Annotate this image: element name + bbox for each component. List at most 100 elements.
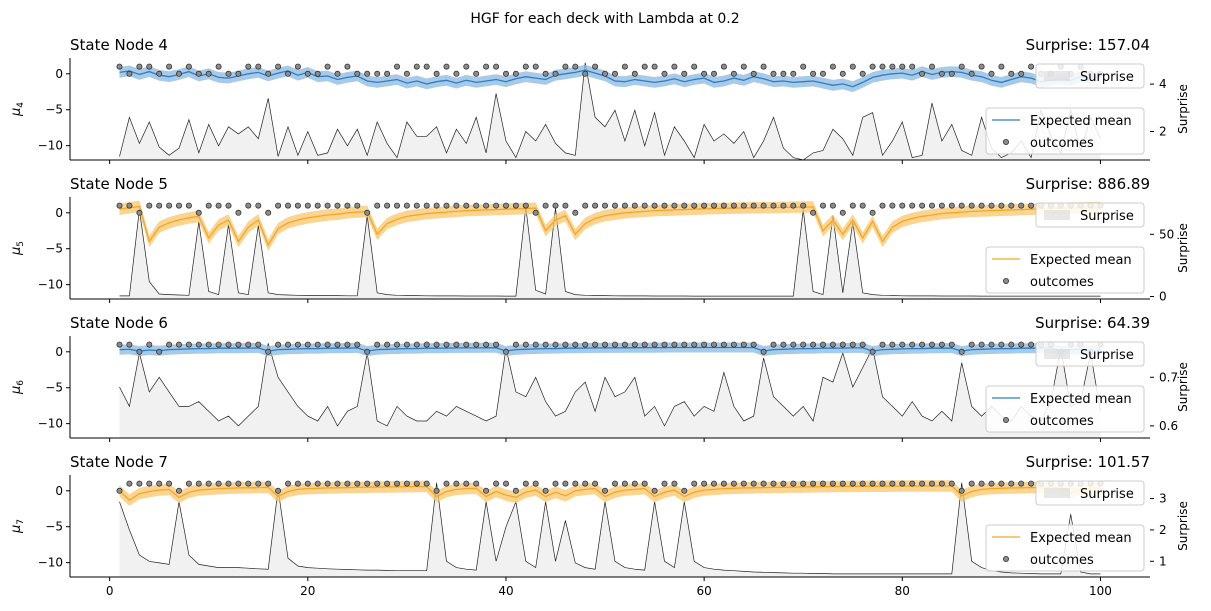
outcome-point	[671, 63, 678, 70]
outcome-point	[532, 63, 539, 70]
x-tick-label: 20	[300, 584, 315, 598]
outcome-point	[334, 341, 341, 348]
surprise-area	[119, 207, 1101, 299]
outcome-point	[879, 480, 886, 487]
outcome-point	[324, 341, 331, 348]
outcome-point	[780, 480, 787, 487]
outcome-point	[384, 70, 391, 77]
outcome-point	[453, 341, 460, 348]
y2-tick-label: 0.7	[1159, 370, 1178, 384]
outcome-point	[602, 487, 609, 494]
x-tick-label: 100	[1089, 584, 1112, 598]
outcome-point	[225, 341, 232, 348]
outcome-point	[364, 348, 371, 355]
expected-mean-line	[119, 346, 1101, 352]
outcome-point	[116, 202, 123, 209]
outcome-point	[839, 70, 846, 77]
outcome-point	[612, 70, 619, 77]
outcome-point	[473, 341, 480, 348]
outcome-point	[909, 341, 916, 348]
outcome-point	[463, 341, 470, 348]
legend-surprise-swatch	[1044, 210, 1070, 220]
outcome-point	[988, 202, 995, 209]
x-tick-label: 40	[498, 584, 513, 598]
panel-surprise-total: Surprise: 157.04	[1026, 36, 1150, 54]
outcome-point	[245, 480, 252, 487]
y-tick-label: −5	[45, 520, 63, 534]
outcome-point	[166, 63, 173, 70]
outcome-point	[136, 348, 143, 355]
outcome-point	[453, 70, 460, 77]
outcome-point	[156, 348, 163, 355]
outcome-point	[265, 70, 272, 77]
outcome-point	[483, 63, 490, 70]
outcome-point	[433, 202, 440, 209]
outcome-point	[879, 341, 886, 348]
outcome-point	[473, 202, 480, 209]
outcome-point	[790, 202, 797, 209]
outcome-point	[760, 63, 767, 70]
outcome-point	[334, 202, 341, 209]
outcome-point	[502, 202, 509, 209]
outcome-point	[136, 480, 143, 487]
outcome-point	[156, 202, 163, 209]
outcome-point	[1008, 480, 1015, 487]
outcome-point	[284, 341, 291, 348]
outcome-point	[225, 70, 232, 77]
outcome-point	[849, 480, 856, 487]
outcome-point	[384, 202, 391, 209]
outcome-point	[433, 341, 440, 348]
outcome-point	[919, 341, 926, 348]
outcome-point	[1028, 480, 1035, 487]
outcome-point	[641, 341, 648, 348]
outcome-point	[314, 202, 321, 209]
outcome-point	[859, 341, 866, 348]
legend-surprise-swatch	[1044, 349, 1070, 359]
outcome-point	[215, 202, 222, 209]
outcome-point	[463, 63, 470, 70]
outcome-point	[354, 480, 361, 487]
outcome-point	[810, 70, 817, 77]
outcome-point	[760, 480, 767, 487]
outcome-point	[542, 70, 549, 77]
outcome-point	[711, 480, 718, 487]
legend-surprise: Surprise	[1035, 63, 1145, 89]
outcome-point	[502, 480, 509, 487]
outcome-point	[720, 63, 727, 70]
outcome-point	[552, 480, 559, 487]
legend-surprise-label: Surprise	[1080, 348, 1134, 363]
outcome-point	[374, 70, 381, 77]
outcome-point	[225, 202, 232, 209]
legend-mean-outcomes: Expected mean outcomes	[985, 246, 1145, 294]
outcome-point	[185, 341, 192, 348]
legend-box	[985, 246, 1145, 294]
outcome-point	[334, 480, 341, 487]
outcome-point	[948, 202, 955, 209]
y2-tick-label: 0	[1159, 290, 1167, 304]
outcome-point	[730, 70, 737, 77]
outcome-point	[938, 341, 945, 348]
legend-mean-label: Expected mean	[1030, 253, 1132, 268]
outcome-point	[631, 480, 638, 487]
outcome-point	[899, 202, 906, 209]
outcome-point	[512, 202, 519, 209]
outcome-point	[899, 480, 906, 487]
outcome-point	[175, 70, 182, 77]
outcome-point	[433, 70, 440, 77]
y2-axis-label: Surprise	[1176, 84, 1190, 134]
outcome-point	[483, 341, 490, 348]
outcome-point	[1008, 202, 1015, 209]
outcome-point	[493, 202, 500, 209]
outcome-point	[344, 480, 351, 487]
outcome-point	[403, 341, 410, 348]
outcome-point	[275, 487, 282, 494]
outcome-point	[1018, 341, 1025, 348]
outcome-point	[522, 202, 529, 209]
outcome-point	[463, 202, 470, 209]
outcome-point	[245, 202, 252, 209]
outcome-point	[948, 70, 955, 77]
outcome-point	[612, 341, 619, 348]
outcome-point	[195, 70, 202, 77]
y-tick-label: −5	[45, 242, 63, 256]
outcome-point	[423, 341, 430, 348]
